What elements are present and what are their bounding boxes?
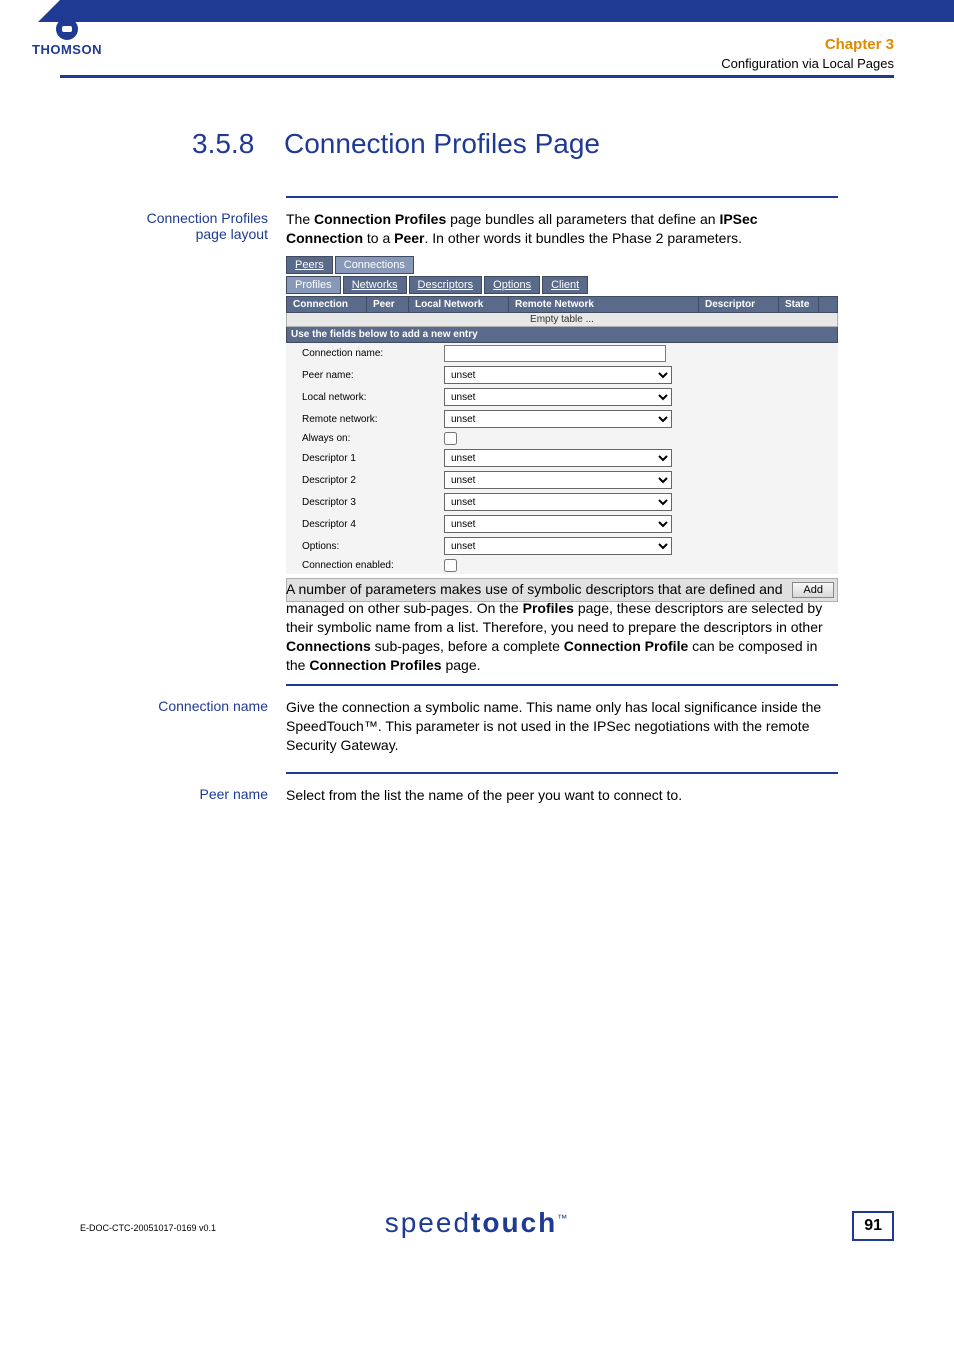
form-label: Descriptor 1	[302, 453, 444, 464]
form-row: Remote network:unset	[286, 408, 838, 430]
top-bar	[0, 0, 954, 22]
side-label-peer-name: Peer name	[68, 786, 268, 802]
form-select[interactable]: unset	[444, 537, 672, 555]
form-label: Descriptor 4	[302, 519, 444, 530]
subtab-descriptors[interactable]: Descriptors	[409, 276, 483, 294]
tab-connections[interactable]: Connections	[335, 256, 414, 274]
tabs-top: PeersConnections	[286, 256, 838, 274]
empty-row: Empty table ...	[286, 313, 838, 327]
form-row: Descriptor 4unset	[286, 513, 838, 535]
form-select[interactable]: unset	[444, 388, 672, 406]
form-row: Connection name:	[286, 343, 838, 364]
subtab-client[interactable]: Client	[542, 276, 588, 294]
tab-peers[interactable]: Peers	[286, 256, 333, 274]
form-label: Descriptor 3	[302, 497, 444, 508]
form-select[interactable]: unset	[444, 493, 672, 511]
header-rule	[60, 75, 894, 78]
col-header: State	[779, 297, 819, 312]
col-header: Local Network	[409, 297, 509, 312]
form-row: Descriptor 1unset	[286, 447, 838, 469]
form-label: Options:	[302, 541, 444, 552]
form-row: Peer name:unset	[286, 364, 838, 386]
tabs-sub: ProfilesNetworksDescriptorsOptionsClient	[286, 276, 838, 294]
form-row: Descriptor 3unset	[286, 491, 838, 513]
divider	[286, 772, 838, 774]
intro-paragraph: The Connection Profiles page bundles all…	[286, 210, 838, 248]
form-label: Connection enabled:	[302, 560, 444, 571]
col-header: Remote Network	[509, 297, 699, 312]
col-header: Peer	[367, 297, 409, 312]
footer-brand: speedtouch™	[0, 1207, 954, 1239]
form-row: Always on:	[286, 430, 838, 447]
subtab-options[interactable]: Options	[484, 276, 540, 294]
form-row: Descriptor 2unset	[286, 469, 838, 491]
form-row: Connection enabled:	[286, 557, 838, 574]
form-select[interactable]: unset	[444, 410, 672, 428]
paragraph-peer-name: Select from the list the name of the pee…	[286, 786, 838, 805]
col-header: Descriptor	[699, 297, 779, 312]
page-number: 91	[852, 1211, 894, 1241]
paragraph-connection-name: Give the connection a symbolic name. Thi…	[286, 698, 838, 755]
section-title: Connection Profiles Page	[284, 128, 600, 160]
form-checkbox[interactable]	[444, 432, 457, 445]
chapter-label: Chapter 3	[825, 36, 894, 53]
form-header: Use the fields below to add a new entry	[286, 327, 838, 343]
section-number: 3.5.8	[192, 128, 254, 160]
col-header: Connection	[287, 297, 367, 312]
form-select[interactable]: unset	[444, 366, 672, 384]
brand-text: THOMSON	[28, 42, 106, 57]
side-label-layout: Connection Profiles page layout	[68, 210, 268, 242]
form-label: Connection name:	[302, 348, 444, 359]
form-label: Peer name:	[302, 370, 444, 381]
chapter-subtitle: Configuration via Local Pages	[721, 56, 894, 71]
brand-icon	[56, 18, 78, 40]
brand-logo: THOMSON	[28, 18, 106, 57]
form-checkbox[interactable]	[444, 559, 457, 572]
form-row: Local network:unset	[286, 386, 838, 408]
form-select[interactable]: unset	[444, 471, 672, 489]
form-select[interactable]: unset	[444, 515, 672, 533]
screenshot-panel: PeersConnections ProfilesNetworksDescrip…	[286, 256, 838, 602]
form-label: Remote network:	[302, 414, 444, 425]
subtab-networks[interactable]: Networks	[343, 276, 407, 294]
table-header: ConnectionPeerLocal NetworkRemote Networ…	[286, 296, 838, 313]
form-select[interactable]: unset	[444, 449, 672, 467]
form-row: Options:unset	[286, 535, 838, 557]
subtab-profiles[interactable]: Profiles	[286, 276, 341, 294]
form-label: Local network:	[302, 392, 444, 403]
side-label-connection-name: Connection name	[68, 698, 268, 714]
divider	[286, 196, 838, 198]
form-text[interactable]	[444, 345, 666, 362]
form-label: Always on:	[302, 433, 444, 444]
form-label: Descriptor 2	[302, 475, 444, 486]
divider	[286, 684, 838, 686]
paragraph-2: A number of parameters makes use of symb…	[286, 580, 838, 674]
